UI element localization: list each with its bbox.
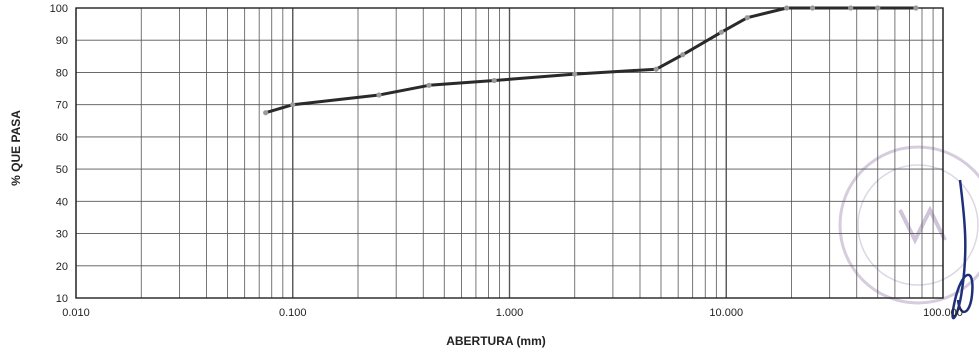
series-line <box>264 6 918 115</box>
y-tick-labels: 10 20 30 40 50 60 70 80 90 100 <box>50 3 68 305</box>
grid <box>75 7 944 299</box>
x-tick-label: 0.010 <box>62 307 90 319</box>
signature <box>951 179 974 320</box>
stamp-seal <box>838 145 979 305</box>
x-tick-label: 100.000 <box>923 307 963 319</box>
data-point <box>680 52 686 58</box>
data-point <box>744 15 750 21</box>
data-point <box>784 5 790 11</box>
data-point <box>572 71 578 77</box>
x-tick-label: 0.100 <box>279 307 307 319</box>
data-point <box>875 5 881 11</box>
y-tick-label: 100 <box>50 3 68 15</box>
y-tick-label: 70 <box>56 100 68 112</box>
y-tick-label: 90 <box>56 35 68 47</box>
x-tick-label: 10.000 <box>709 307 743 319</box>
data-point <box>491 77 497 84</box>
plot-frame <box>75 7 944 299</box>
data-point <box>913 5 919 11</box>
y-tick-label: 60 <box>56 132 68 144</box>
y-tick-label: 30 <box>56 229 68 241</box>
data-point <box>653 66 659 72</box>
data-point <box>848 5 854 11</box>
y-tick-label: 40 <box>56 196 68 208</box>
x-tick-label: 1.000 <box>496 307 524 319</box>
data-point <box>426 82 432 88</box>
y-tick-label: 20 <box>56 261 68 273</box>
data-point <box>809 5 816 11</box>
x-tick-labels: 0.010 0.100 1.000 10.000 100.000 <box>62 307 963 319</box>
data-markers <box>263 5 919 116</box>
y-tick-label: 80 <box>56 67 68 79</box>
y-tick-label: 50 <box>56 164 68 176</box>
y-tick-label: 10 <box>56 293 68 305</box>
data-point <box>718 29 725 35</box>
data-point <box>376 92 382 98</box>
data-point <box>263 110 269 116</box>
data-point <box>290 102 296 108</box>
y-axis-title: % QUE PASA <box>9 110 23 186</box>
x-axis-title: ABERTURA (mm) <box>446 334 546 348</box>
